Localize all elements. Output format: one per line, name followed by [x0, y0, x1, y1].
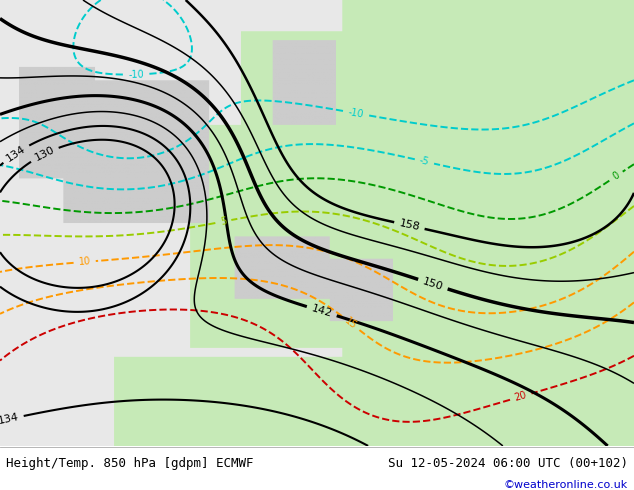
Text: Su 12-05-2024 06:00 UTC (00+102): Su 12-05-2024 06:00 UTC (00+102): [387, 457, 628, 470]
Text: 15: 15: [343, 315, 359, 331]
Text: -10: -10: [347, 107, 365, 120]
Text: 0: 0: [611, 171, 621, 182]
Text: 10: 10: [78, 256, 91, 268]
Text: ©weatheronline.co.uk: ©weatheronline.co.uk: [503, 480, 628, 490]
Text: 5: 5: [219, 216, 228, 227]
Text: -10: -10: [129, 69, 145, 80]
Text: 134: 134: [4, 144, 27, 164]
Text: -5: -5: [418, 155, 430, 168]
Text: 158: 158: [398, 219, 421, 233]
Text: 134: 134: [0, 412, 20, 426]
Text: 142: 142: [310, 303, 333, 319]
Text: 130: 130: [33, 145, 56, 163]
Text: 150: 150: [422, 276, 444, 292]
Text: Height/Temp. 850 hPa [gdpm] ECMWF: Height/Temp. 850 hPa [gdpm] ECMWF: [6, 457, 254, 470]
Text: 20: 20: [514, 390, 528, 403]
